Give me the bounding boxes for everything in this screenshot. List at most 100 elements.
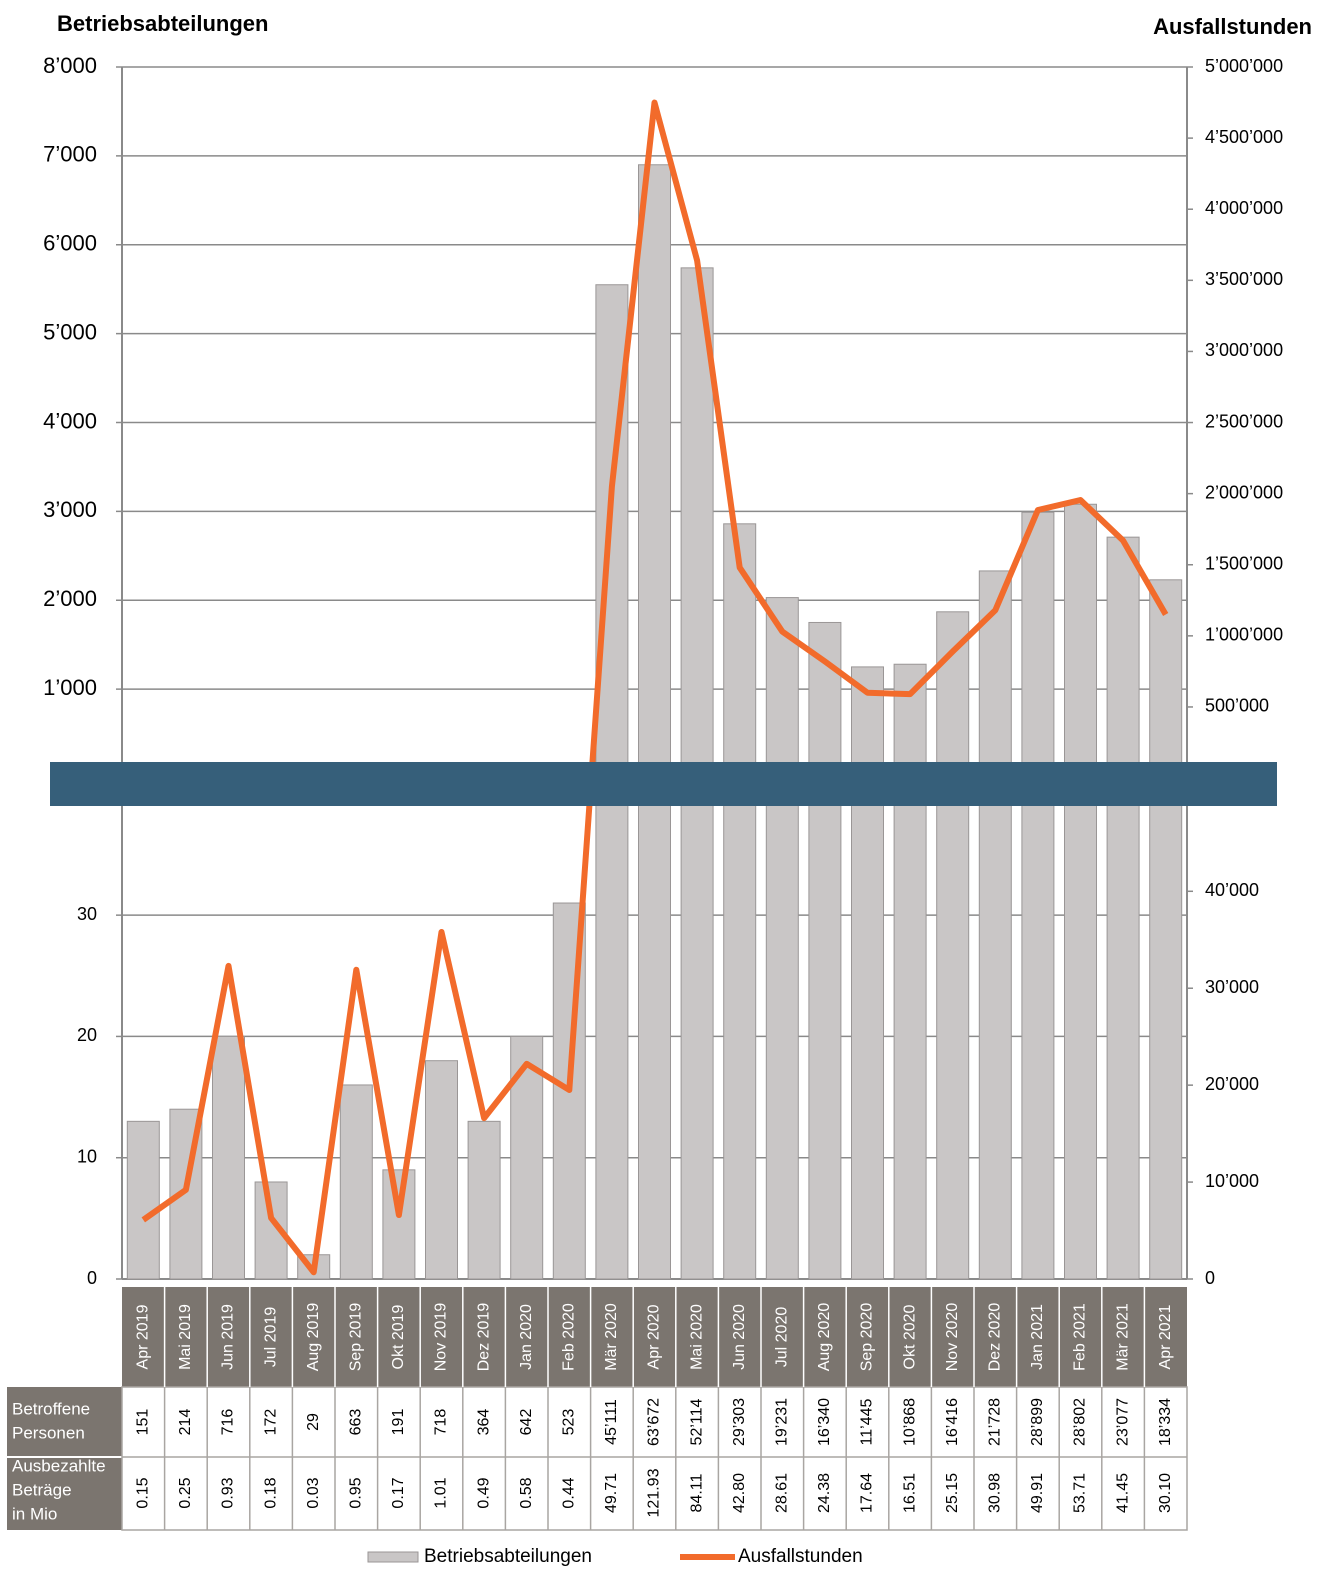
y2-tick-label: 4’000’000 bbox=[1205, 198, 1283, 218]
table-cell: 151 bbox=[135, 1409, 152, 1436]
y-tick-label: 3’000 bbox=[43, 497, 97, 522]
table-cell: 1.01 bbox=[433, 1477, 450, 1508]
table-cell: 16.51 bbox=[901, 1473, 918, 1513]
bar bbox=[212, 1035, 245, 1280]
bar bbox=[1021, 511, 1055, 1280]
x-tick-label: Feb 2020 bbox=[561, 1303, 578, 1371]
table-cell: 45’111 bbox=[603, 1399, 620, 1445]
bar bbox=[808, 621, 842, 1280]
table-cell: 716 bbox=[220, 1409, 237, 1436]
y-tick-label: 30 bbox=[77, 904, 97, 924]
table-cell: 214 bbox=[177, 1409, 194, 1436]
table-cell: 42.80 bbox=[731, 1473, 748, 1513]
table-cell: 121.93 bbox=[646, 1468, 663, 1517]
x-tick-label: Sep 2019 bbox=[348, 1303, 365, 1372]
table-cell: 0.15 bbox=[135, 1477, 152, 1508]
x-tick-label: Dez 2020 bbox=[987, 1303, 1004, 1372]
y2-tick-label: 1’500’000 bbox=[1205, 553, 1283, 573]
table-cell: 0.49 bbox=[475, 1477, 492, 1508]
y-tick-label: 5’000 bbox=[43, 319, 97, 344]
y-tick-label: 20 bbox=[77, 1025, 97, 1045]
bar bbox=[1106, 536, 1140, 1280]
bar bbox=[1064, 503, 1097, 1280]
table-cell: 523 bbox=[561, 1409, 578, 1436]
table-cell: 17.64 bbox=[859, 1473, 876, 1513]
bar bbox=[126, 1120, 160, 1280]
x-tick-label: Jun 2020 bbox=[731, 1304, 748, 1370]
x-tick-label: Apr 2020 bbox=[646, 1304, 663, 1369]
table-cell: 84.11 bbox=[688, 1473, 705, 1512]
y-tick-label: 10 bbox=[77, 1146, 97, 1166]
legend-swatch bbox=[367, 1551, 419, 1563]
table-cell: 16’416 bbox=[944, 1398, 961, 1446]
x-tick-label: Mär 2020 bbox=[603, 1303, 620, 1371]
row-label: Ausbezahlte bbox=[12, 1456, 106, 1475]
bar bbox=[425, 1060, 458, 1280]
table-cell: 642 bbox=[518, 1409, 535, 1436]
y-tick-label: 7’000 bbox=[43, 142, 97, 167]
table-header bbox=[122, 1287, 1187, 1387]
table-cell: 63’672 bbox=[646, 1398, 663, 1446]
table-cell: 0.58 bbox=[518, 1477, 535, 1508]
y2-tick-label: 2’000’000 bbox=[1205, 482, 1283, 502]
bar bbox=[765, 597, 799, 1280]
bar bbox=[382, 1169, 416, 1280]
y-tick-label: 0 bbox=[87, 1268, 97, 1288]
table-cell: 0.18 bbox=[262, 1477, 279, 1508]
table-cell: 53.71 bbox=[1072, 1473, 1089, 1513]
row-label: Betroffene bbox=[12, 1399, 90, 1418]
table-cell: 41.45 bbox=[1114, 1473, 1131, 1513]
table-cell: 191 bbox=[390, 1409, 407, 1436]
table-cell: 52’114 bbox=[688, 1398, 705, 1445]
table-cell: 364 bbox=[475, 1409, 492, 1436]
table-cell: 19’231 bbox=[774, 1398, 791, 1446]
x-tick-label: Aug 2020 bbox=[816, 1303, 833, 1372]
bar bbox=[339, 1084, 373, 1280]
y2-tick-label: 0 bbox=[1205, 1268, 1215, 1288]
y2-tick-label: 1’000’000 bbox=[1205, 625, 1283, 645]
table-cell: 28.61 bbox=[774, 1473, 791, 1513]
y2-tick-label: 5’000’000 bbox=[1205, 56, 1283, 76]
y2-tick-label: 10’000 bbox=[1205, 1171, 1259, 1191]
x-tick-label: Dez 2019 bbox=[475, 1303, 492, 1372]
table-cell: 24.38 bbox=[816, 1473, 833, 1513]
y-tick-label: 4’000 bbox=[43, 408, 97, 433]
bar bbox=[723, 523, 757, 1280]
y-tick-label: 1’000 bbox=[43, 675, 97, 700]
y2-tick-label: 3’500’000 bbox=[1205, 269, 1283, 289]
x-tick-label: Okt 2020 bbox=[901, 1304, 918, 1369]
axis-break bbox=[50, 762, 1277, 806]
bar bbox=[851, 666, 884, 1280]
table-cell: 49.71 bbox=[603, 1473, 620, 1513]
x-tick-label: Jul 2019 bbox=[262, 1307, 279, 1368]
x-tick-label: Nov 2019 bbox=[433, 1303, 450, 1372]
table-cell: 172 bbox=[262, 1409, 279, 1436]
y-tick-label: 6’000 bbox=[43, 231, 97, 256]
table-cell: 718 bbox=[433, 1409, 450, 1436]
table-row-labels bbox=[7, 1387, 122, 1530]
table-cell: 21’728 bbox=[987, 1398, 1004, 1446]
table-cell: 23’077 bbox=[1114, 1398, 1131, 1446]
table-cell: 25.15 bbox=[944, 1473, 961, 1513]
table-cell: 663 bbox=[348, 1409, 365, 1436]
y-axis-title: Betriebsabteilungen bbox=[57, 11, 268, 36]
bar bbox=[893, 663, 927, 1280]
y-tick-label: 8’000 bbox=[43, 53, 97, 78]
table-cell: 30.10 bbox=[1157, 1473, 1174, 1513]
table-cell: 0.95 bbox=[348, 1477, 365, 1508]
y2-tick-label: 40’000 bbox=[1205, 880, 1259, 900]
y2-axis-title: Ausfallstunden bbox=[1153, 14, 1312, 39]
x-tick-label: Aug 2019 bbox=[305, 1303, 322, 1372]
y-tick-label: 2’000 bbox=[43, 586, 97, 611]
legend-label: Betriebsabteilungen bbox=[424, 1546, 592, 1567]
bar bbox=[1149, 579, 1183, 1280]
x-tick-label: Mär 2021 bbox=[1114, 1303, 1131, 1371]
table-cell: 0.17 bbox=[390, 1477, 407, 1508]
x-tick-label: Nov 2020 bbox=[944, 1303, 961, 1372]
y2-tick-label: 4’500’000 bbox=[1205, 127, 1283, 147]
x-tick-label: Jul 2020 bbox=[774, 1307, 791, 1368]
table-cell: 0.44 bbox=[561, 1477, 578, 1508]
row-label: Personen bbox=[12, 1423, 85, 1442]
